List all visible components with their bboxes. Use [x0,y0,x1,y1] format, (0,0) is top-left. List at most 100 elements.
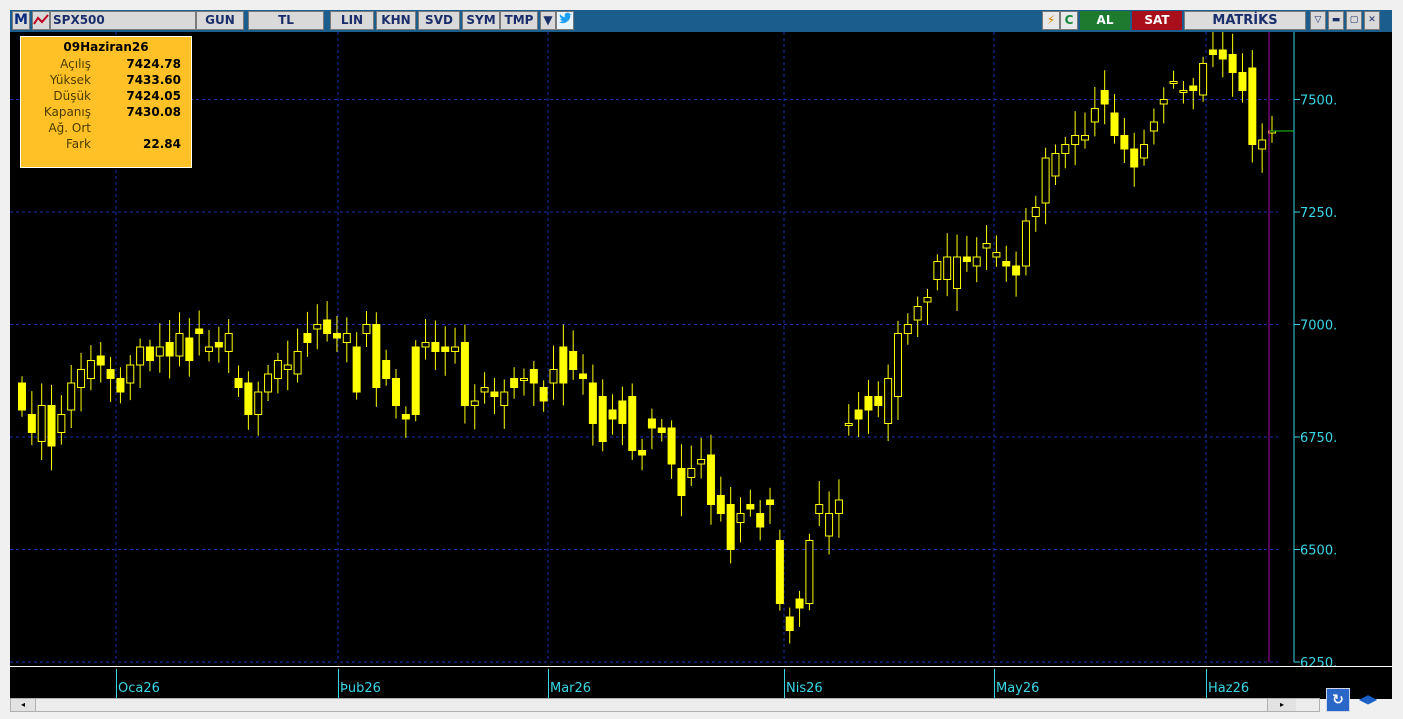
nav-arrows-icon[interactable]: ◀▶ [1358,692,1378,706]
candle-body [323,319,332,334]
period-button[interactable]: GUN [196,11,244,30]
horizontal-scrollbar[interactable]: ◂ ▸ [10,698,1320,712]
candle-body [234,378,243,388]
candle-body [195,328,204,334]
candle-body [1189,85,1198,91]
candle-body [77,369,86,388]
twitter-icon[interactable] [556,11,574,30]
candle-body [766,499,775,505]
symbol-field[interactable]: SPX500 [50,11,196,30]
candle-body [264,373,273,393]
info-label: Ağ. Ort [48,121,91,135]
candle-body [165,342,174,357]
candle-body [1021,220,1030,267]
candle-body [126,364,135,384]
candle-body [303,333,312,343]
candle-body [785,616,794,631]
sym-button[interactable]: SYM [462,11,500,30]
info-row-close: Kapanış 7430.08 [21,105,191,121]
x-tick [1206,669,1207,699]
info-label: Açılış [60,57,91,71]
scroll-left-arrow[interactable]: ◂ [11,699,36,711]
candle-body [155,346,164,357]
cycle-icon[interactable]: ↻ [1326,688,1350,712]
candle-body [805,540,814,604]
candle-body [313,324,322,330]
candle-body [106,369,115,379]
matriks-logo: M [12,11,30,30]
x-axis: Oca26 Þub26 Mar26 Nis26 May26 Haz26 [10,666,1392,699]
close-icon[interactable]: ✕ [1364,11,1380,30]
candle-body [1080,135,1089,141]
candle-body [382,360,391,379]
candlestick-chart[interactable]: 6250. 6500. 6750. 7000. 7250. 7500. [10,32,1392,666]
currency-button[interactable]: TL [248,11,324,30]
minimize-icon[interactable]: ▬ [1328,11,1344,30]
candle-body [1061,144,1070,154]
candle-body [1002,261,1011,267]
chart-type-icon[interactable] [32,11,50,30]
candle-body [1159,99,1168,105]
info-row-diff: Fark 22.84 [21,137,191,153]
candle-body [411,346,420,415]
info-value: 7424.05 [126,89,181,103]
candle-body [697,459,706,465]
candle-body [451,346,460,352]
candle-body [1238,72,1247,91]
candle-body [510,378,519,388]
candle-body [677,468,686,496]
candle-body [903,324,912,334]
refresh-icon[interactable]: C [1060,11,1078,30]
candle-body [716,495,725,514]
candle-body [214,342,223,348]
candle-body [647,418,656,429]
candle-body [1149,121,1158,132]
candle-body [1100,90,1109,105]
x-label-jan: Oca26 [118,681,160,696]
candle-body [864,396,873,411]
candle-body [559,346,568,384]
candle-body [549,369,558,384]
candle-body [638,450,647,456]
candle-body [500,391,509,406]
flash-icon[interactable]: ⚡ [1042,11,1060,30]
sell-button[interactable]: SAT [1132,11,1182,30]
candle-body [37,405,46,442]
buy-button[interactable]: AL [1080,11,1130,30]
info-value: 7433.60 [126,73,181,87]
candle-body [667,427,676,465]
x-label-mar: Mar26 [550,681,592,696]
y-tick-label: 7500. [1300,94,1337,109]
y-tick-label: 6750. [1300,431,1337,446]
candle-body [362,324,371,334]
scroll-thumb[interactable]: ▸ [1267,699,1296,711]
y-tick-label: 7000. [1300,319,1337,334]
candle-body [47,405,56,447]
candle-body [283,364,292,370]
candle-body [490,391,499,397]
svd-button[interactable]: SVD [418,11,460,30]
y-tick-label: 6500. [1300,544,1337,559]
lin-button[interactable]: LIN [330,11,374,30]
brand-label: MATRİKS [1184,11,1306,30]
maximize-icon[interactable]: ▢ [1346,11,1362,30]
info-label: Yüksek [49,73,91,87]
chevron-down-icon[interactable]: ▼ [540,11,556,30]
chart-toolbar: M SPX500 GUN TL LIN KHN SVD SYM TMP ▼ ⚡ … [10,10,1392,32]
candle-body [86,360,95,379]
y-tick-label: 6250. [1300,656,1337,666]
dropdown-icon[interactable]: ▽ [1310,11,1326,30]
x-tick [338,669,339,699]
candle-body [1199,63,1208,96]
candle-body [1090,108,1099,123]
x-tick [548,669,549,699]
candle-body [923,297,932,303]
info-value: 7430.08 [126,105,181,119]
candle-body [470,400,479,406]
khn-button[interactable]: KHN [376,11,416,30]
candle-body [1031,207,1040,217]
info-row-low: Düşük 7424.05 [21,89,191,105]
x-label-apr: Nis26 [786,681,823,696]
candle-body [972,256,981,267]
tmp-button[interactable]: TMP [500,11,538,30]
